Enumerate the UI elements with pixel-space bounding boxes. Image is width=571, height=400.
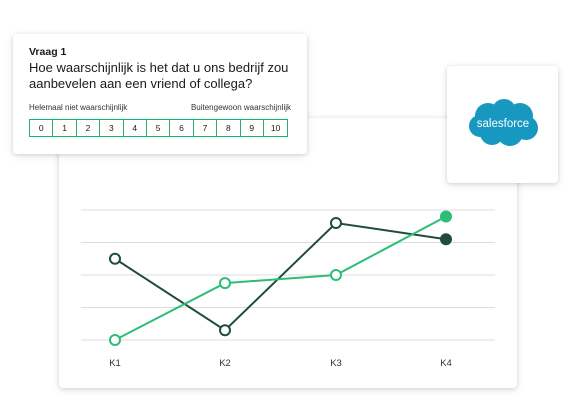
series-2-point-K1: [109, 334, 121, 346]
series-1-point-K3: [330, 217, 342, 229]
scale-option-7[interactable]: 7: [194, 120, 218, 136]
series-1-point-K1: [109, 252, 121, 265]
series-line-1: [114, 221, 447, 332]
salesforce-logo: salesforce: [469, 99, 538, 146]
scale-option-0[interactable]: 0: [30, 120, 54, 136]
series-2-point-K3: [330, 269, 342, 281]
scale-option-6[interactable]: 6: [170, 120, 194, 136]
scale-option-1[interactable]: 1: [53, 120, 77, 136]
scale-option-2[interactable]: 2: [77, 120, 101, 136]
scale-option-5[interactable]: 5: [147, 120, 171, 136]
salesforce-wordmark: salesforce: [477, 118, 529, 130]
question-text: Hoe waarschijnlijk is het dat u ons bedr…: [29, 60, 289, 91]
series-2-point-K4: [440, 210, 452, 223]
nps-scale: 0 1 2 3 4 5 6 7 8 9 10: [29, 119, 289, 137]
series-2-point-K2: [219, 277, 231, 290]
line-chart: K1 K2 K3 K4: [81, 209, 495, 369]
x-tick-label-K2: K2: [219, 358, 231, 369]
x-tick-label-K3: K3: [330, 358, 342, 369]
scale-min-label: Helemaal niet waarschijnlijk: [29, 103, 128, 112]
scale-option-10[interactable]: 10: [270, 123, 281, 133]
scale-max-label: Buitengewoon waarschijnlijk: [190, 103, 291, 112]
scale-option-4[interactable]: 4: [124, 120, 147, 136]
series-1-point-K4: [440, 233, 452, 246]
x-tick-label-K4: K4: [440, 358, 452, 369]
scale-option-3[interactable]: 3: [100, 120, 124, 136]
chart-card: K1 K2 K3 K4: [59, 118, 517, 388]
scale-option-8[interactable]: 8: [217, 120, 241, 136]
question-label: Vraag 1: [29, 46, 67, 58]
salesforce-logo-card: salesforce: [447, 66, 558, 183]
cloud-icon: [469, 99, 538, 146]
series-line-2: [114, 215, 447, 341]
scale-option-9[interactable]: 9: [241, 120, 264, 136]
x-tick-label-K1: K1: [109, 358, 121, 369]
series-1-point-K2: [219, 324, 231, 337]
survey-question-card: Vraag 1 Hoe waarschijnlijk is het dat u …: [13, 34, 307, 154]
